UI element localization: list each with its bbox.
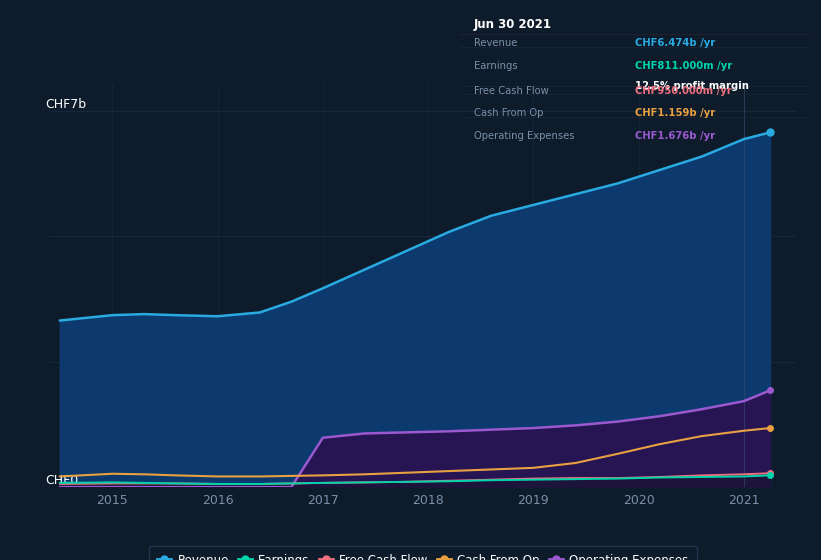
Text: CHF0: CHF0 [45,474,79,487]
Legend: Revenue, Earnings, Free Cash Flow, Cash From Op, Operating Expenses: Revenue, Earnings, Free Cash Flow, Cash … [149,545,696,560]
Text: CHF950.000m /yr: CHF950.000m /yr [635,86,732,96]
Text: CHF811.000m /yr: CHF811.000m /yr [635,61,732,71]
Text: CHF1.676b /yr: CHF1.676b /yr [635,131,715,141]
Text: Cash From Op: Cash From Op [474,109,544,118]
Text: Jun 30 2021: Jun 30 2021 [474,18,552,31]
Text: Operating Expenses: Operating Expenses [474,131,574,141]
Text: Free Cash Flow: Free Cash Flow [474,86,548,96]
Text: CHF1.159b /yr: CHF1.159b /yr [635,109,715,118]
Text: Revenue: Revenue [474,39,517,48]
Text: Earnings: Earnings [474,61,517,71]
Text: CHF7b: CHF7b [45,98,87,111]
Text: 12.5% profit margin: 12.5% profit margin [635,81,749,91]
Text: CHF6.474b /yr: CHF6.474b /yr [635,39,715,48]
